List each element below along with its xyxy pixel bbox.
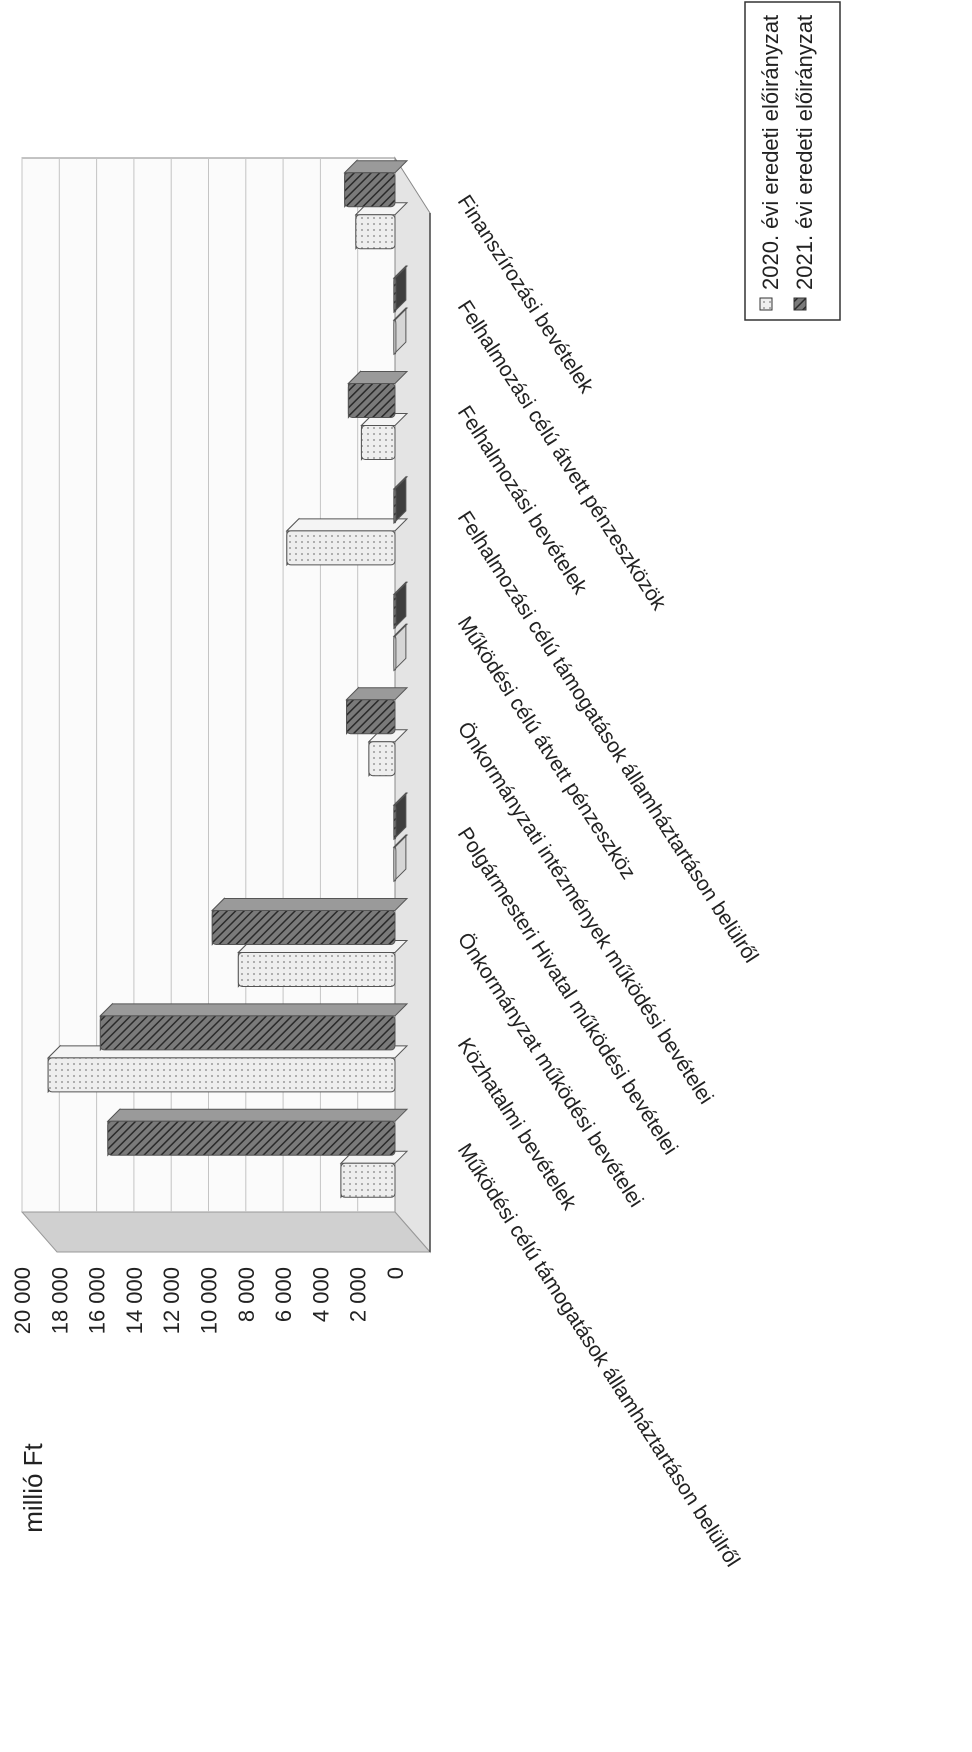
- category-label: Önkormányzati intézmények működési bevét…: [453, 718, 718, 1108]
- legend: 2020. évi eredeti előirányzat 2021. évi e…: [744, 1, 841, 321]
- y-tick-label: 10 000: [197, 1267, 222, 1334]
- legend-swatch: [759, 297, 773, 311]
- bar-top: [211, 898, 409, 911]
- legend-label: 2021. évi eredeti előirányzat: [792, 15, 817, 290]
- y-tick-label: 6 000: [271, 1267, 296, 1322]
- y-tick-label: 16 000: [85, 1267, 110, 1334]
- unit-label: millió Ft: [18, 1442, 48, 1532]
- y-tick-label: 8 000: [234, 1267, 259, 1322]
- category-labels: Működési célú támogatások államháztartás…: [453, 191, 763, 1571]
- y-axis-ticks: 0 2 000 4 000 6 000 8 000 10 000 12 000 14 000 1…: [10, 1267, 408, 1334]
- y-tick-label: 20 000: [10, 1267, 35, 1334]
- bar-top: [106, 1108, 409, 1122]
- bar-top: [99, 1003, 409, 1017]
- bar: [393, 804, 397, 840]
- bar: [107, 1120, 396, 1156]
- bar: [211, 910, 396, 945]
- bar: [393, 635, 397, 671]
- bar: [346, 699, 396, 735]
- bar: [47, 1057, 396, 1093]
- bars: [46, 159, 409, 1199]
- category-label: Közhatalmi bevételek: [453, 1034, 581, 1214]
- y-tick-label: 4 000: [308, 1267, 333, 1322]
- bar: [393, 846, 397, 882]
- y-tick-label: 2 000: [346, 1267, 371, 1322]
- bar: [340, 1162, 396, 1198]
- category-label: Felhalmozási bevételek: [453, 402, 592, 599]
- bar: [286, 530, 396, 566]
- bar: [393, 319, 397, 355]
- bar: [393, 488, 397, 524]
- legend-label: 2020. évi eredeti előirányzat: [758, 15, 783, 290]
- legend-box: [744, 1, 841, 321]
- y-tick-label: 18 000: [47, 1267, 72, 1334]
- bar-top: [285, 518, 409, 532]
- side-wall: [20, 1211, 432, 1253]
- legend-swatch: [793, 297, 807, 311]
- y-tick-label: 12 000: [159, 1267, 184, 1334]
- bar: [393, 593, 397, 629]
- category-label: Finanszírozási bevételek: [453, 191, 598, 398]
- y-tick-label: 0: [383, 1267, 408, 1279]
- bar: [99, 1015, 396, 1051]
- bar: [237, 952, 396, 987]
- bar: [368, 741, 396, 777]
- bar: [393, 277, 397, 313]
- bar: [347, 383, 396, 418]
- bar: [360, 425, 396, 460]
- y-tick-label: 14 000: [122, 1267, 147, 1334]
- bar: [344, 172, 396, 208]
- bar: [355, 214, 396, 250]
- category-label: Működési célú támogatások államháztartás…: [453, 1139, 744, 1571]
